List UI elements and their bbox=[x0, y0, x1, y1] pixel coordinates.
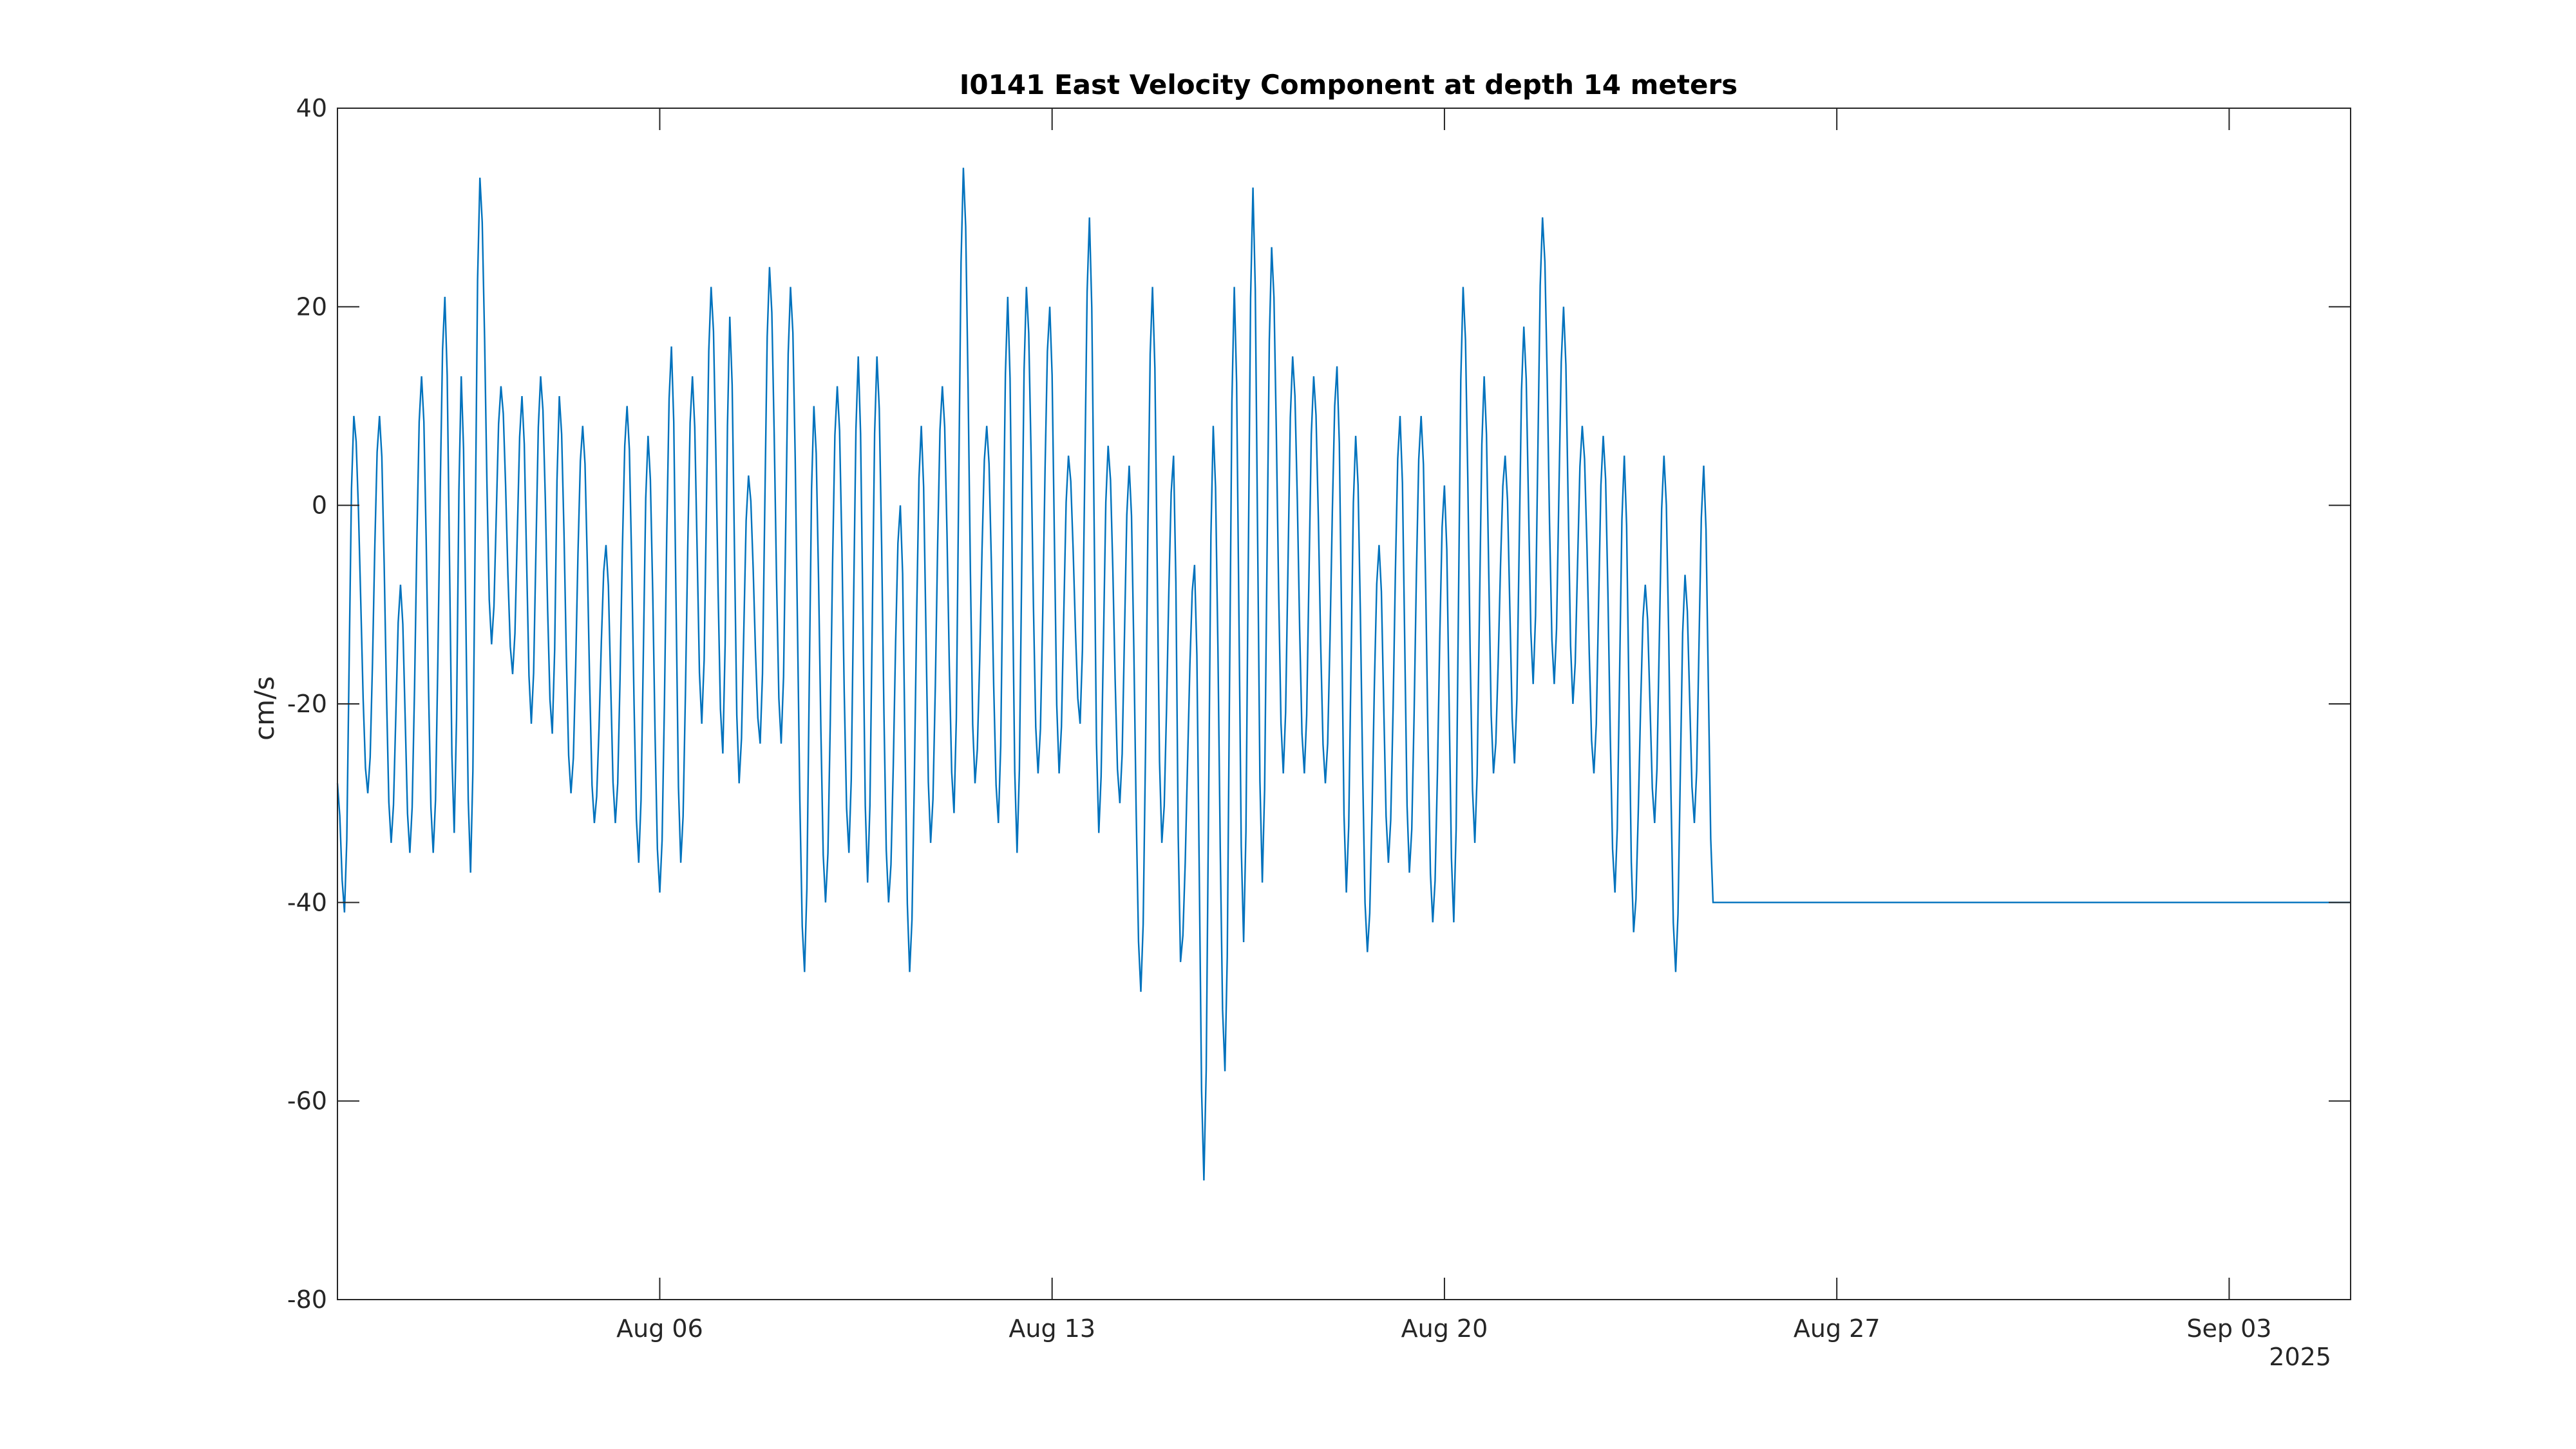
x-axis-year-label: 2025 bbox=[2269, 1343, 2331, 1371]
y-tick-label: -40 bbox=[287, 888, 327, 916]
y-tick-label: 20 bbox=[296, 292, 327, 321]
x-tick-label: Aug 06 bbox=[616, 1314, 703, 1343]
x-tick-label: Aug 20 bbox=[1401, 1314, 1488, 1343]
axes: -80 -60 -40 -20 0 20 40 Aug 06 Aug 13 Aug 20 Aug 2… bbox=[287, 94, 2351, 1343]
y-tick-label: -80 bbox=[287, 1285, 327, 1314]
series-line bbox=[336, 167, 2351, 1181]
axes-box bbox=[337, 108, 2351, 1300]
y-tick-label: -60 bbox=[287, 1087, 327, 1115]
plot-area bbox=[336, 167, 2351, 1181]
y-axis-label: cm/s bbox=[249, 676, 280, 741]
y-tick-label: -20 bbox=[287, 690, 327, 718]
y-tick-label: 0 bbox=[312, 491, 327, 520]
y-tick-label: 40 bbox=[296, 94, 327, 122]
x-tick-label: Aug 27 bbox=[1794, 1314, 1880, 1343]
x-tick-label: Sep 03 bbox=[2186, 1314, 2271, 1343]
x-tick-label: Aug 13 bbox=[1009, 1314, 1095, 1343]
chart-title: I0141 East Velocity Component at depth 1… bbox=[960, 69, 1738, 100]
